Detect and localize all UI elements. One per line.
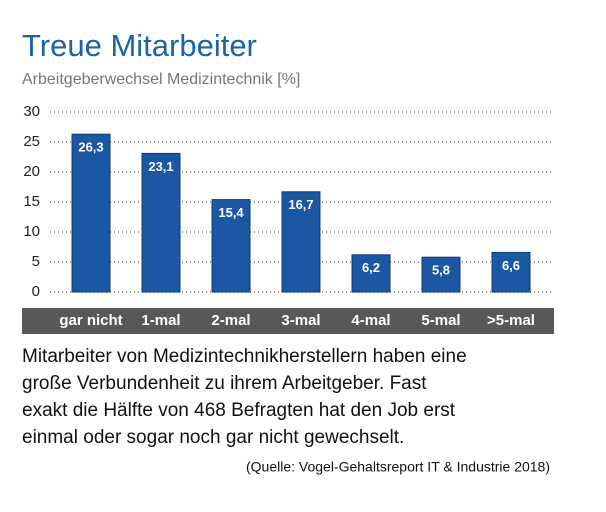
value-label: 5,8 — [432, 263, 450, 278]
bar — [351, 254, 391, 293]
caption-line: große Verbundenheit zu ihrem Arbeitgeber… — [22, 373, 427, 394]
bar — [491, 251, 531, 293]
y-tick-label: 25 — [23, 133, 40, 150]
value-label: 15,4 — [218, 205, 244, 220]
x-tick-label: gar nicht — [59, 312, 122, 329]
value-label: 6,2 — [362, 260, 380, 275]
chart-subtitle: Arbeitgeberwechsel Medizintechnik [%] — [22, 71, 300, 88]
bar — [71, 133, 111, 293]
chart-title: Treue Mitarbeiter — [22, 28, 257, 63]
bar — [421, 256, 461, 293]
y-tick-label: 10 — [23, 223, 40, 240]
x-tick-label: 5-mal — [421, 312, 460, 329]
bar — [211, 199, 251, 293]
x-tick-label: 1-mal — [141, 312, 180, 329]
value-label: 6,6 — [502, 258, 520, 273]
source: (Quelle: Vogel-Gehaltsreport IT & Indust… — [246, 459, 550, 475]
y-tick-label: 0 — [32, 283, 40, 300]
caption-line: einmal oder sogar noch gar nicht gewechs… — [22, 427, 404, 448]
x-tick-label: >5-mal — [487, 312, 535, 329]
category-band — [22, 308, 554, 334]
value-label: 23,1 — [148, 159, 173, 174]
y-tick-label: 20 — [23, 163, 40, 180]
bar — [141, 152, 181, 293]
y-tick-label: 30 — [23, 103, 40, 120]
x-tick-label: 4-mal — [351, 312, 390, 329]
caption-line: exakt die Hälfte von 468 Befragten hat d… — [22, 400, 456, 421]
y-tick-label: 15 — [23, 193, 40, 210]
x-tick-label: 2-mal — [211, 312, 250, 329]
bar — [281, 191, 321, 293]
x-tick-label: 3-mal — [281, 312, 320, 329]
value-label: 16,7 — [288, 197, 313, 212]
value-label: 26,3 — [78, 140, 103, 155]
y-tick-label: 5 — [32, 253, 40, 270]
caption-line: Mitarbeiter von Medizintechnikhersteller… — [22, 346, 467, 367]
